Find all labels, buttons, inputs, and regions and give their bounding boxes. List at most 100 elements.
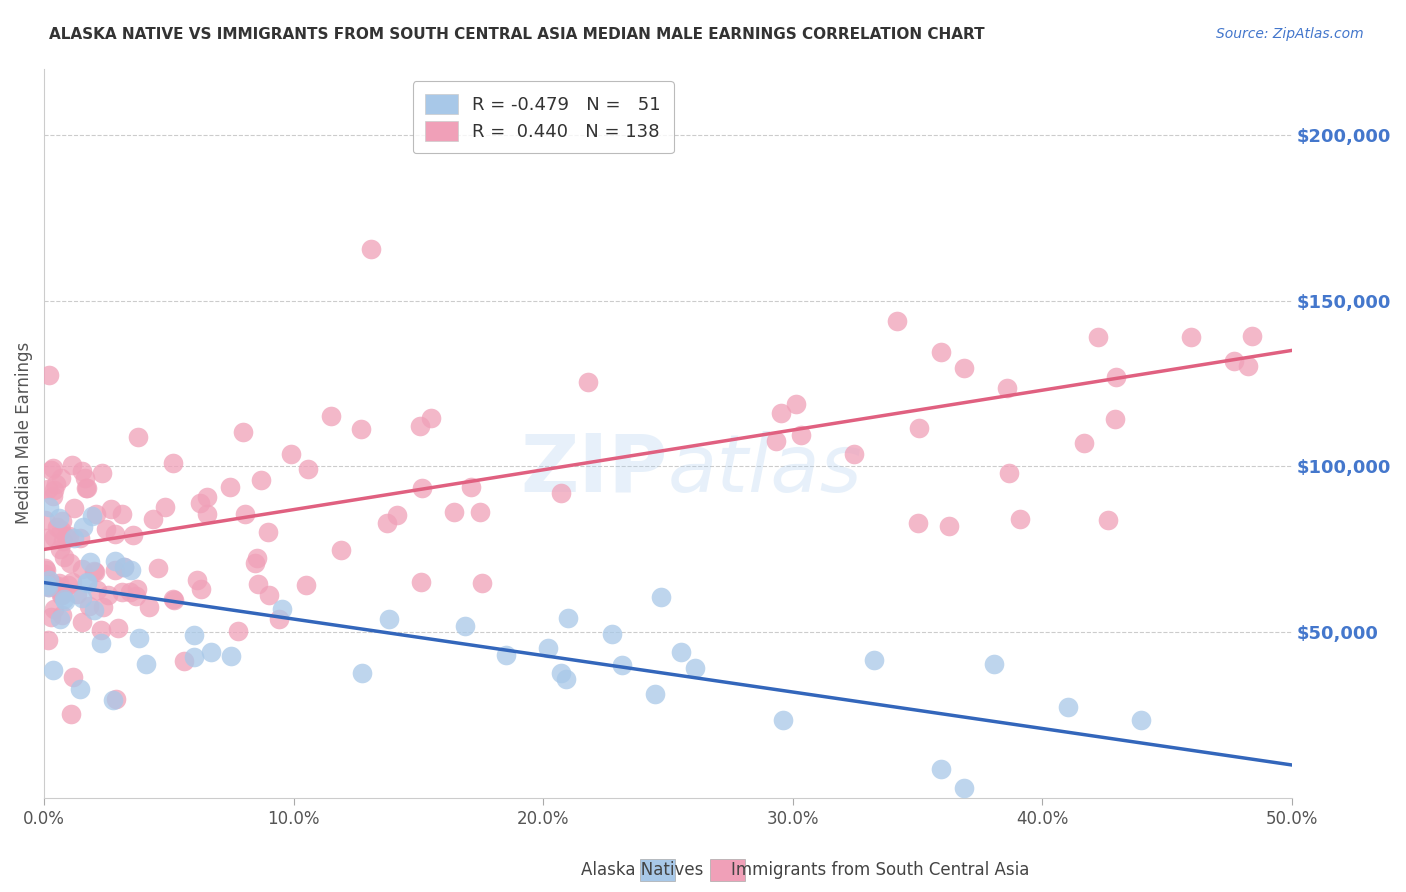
Point [60, 458, 83, 473]
Point [155, 500, 177, 514]
Text: Alaska Natives: Alaska Natives [581, 861, 703, 879]
Point [953, 781, 976, 796]
Point [34, 561, 56, 575]
Point [610, 657, 633, 672]
Text: atlas: atlas [668, 431, 863, 508]
Point [280, 447, 302, 461]
Text: ALASKA NATIVE VS IMMIGRANTS FROM SOUTH CENTRAL ASIA MEDIAN MALE EARNINGS CORRELA: ALASKA NATIVE VS IMMIGRANTS FROM SOUTH C… [49, 27, 984, 42]
Point [59, 707, 82, 722]
Point [59, 556, 82, 570]
Point [409, 419, 432, 434]
Point [1010, 512, 1032, 526]
Point [219, 648, 242, 663]
Point [128, 631, 150, 645]
Point [135, 657, 157, 671]
Point [122, 528, 145, 542]
Point [186, 574, 208, 588]
Point [70, 615, 93, 629]
Point [65, 587, 87, 601]
Point [1237, 359, 1260, 374]
Point [385, 508, 408, 523]
Point [377, 612, 399, 626]
Point [495, 648, 517, 662]
Point [269, 611, 291, 625]
Point [49, 588, 72, 602]
Point [118, 584, 141, 599]
Point [409, 575, 432, 590]
Point [650, 590, 672, 604]
Point [1057, 700, 1080, 714]
Point [297, 462, 319, 476]
Point [70, 562, 93, 576]
Point [162, 591, 184, 606]
Point [86, 583, 108, 598]
Point [48, 511, 70, 525]
Point [76, 575, 98, 590]
Point [173, 654, 195, 668]
Point [863, 653, 886, 667]
Point [53, 594, 76, 608]
Point [49, 541, 72, 556]
Point [685, 661, 707, 675]
Point [454, 619, 477, 633]
Point [39, 610, 62, 624]
Point [246, 550, 269, 565]
Point [41, 461, 63, 475]
Point [107, 621, 129, 635]
Point [163, 593, 186, 607]
Point [77, 599, 100, 613]
Point [183, 650, 205, 665]
Point [38, 574, 60, 588]
Point [46, 579, 69, 593]
Point [471, 575, 494, 590]
Point [460, 480, 482, 494]
Point [35, 531, 58, 545]
Point [91, 599, 114, 614]
Point [38, 368, 60, 382]
Point [295, 577, 318, 591]
Point [69, 532, 91, 546]
Point [550, 666, 572, 681]
Point [190, 582, 212, 596]
Point [76, 576, 98, 591]
Point [42, 530, 65, 544]
Point [44, 483, 66, 498]
Point [1223, 354, 1246, 368]
Point [104, 554, 127, 568]
Text: Immigrants from South Central Asia: Immigrants from South Central Asia [731, 861, 1029, 879]
Legend: R = -0.479   N =   51, R =  0.440   N = 138: R = -0.479 N = 51, R = 0.440 N = 138 [413, 81, 673, 153]
Point [72, 520, 94, 534]
Point [104, 527, 127, 541]
Point [75, 481, 97, 495]
Point [536, 641, 558, 656]
Point [772, 713, 794, 727]
Point [770, 406, 793, 420]
Point [243, 557, 266, 571]
Point [1240, 328, 1263, 343]
Point [76, 481, 98, 495]
Point [886, 314, 908, 328]
Point [375, 516, 398, 531]
Point [51, 607, 73, 622]
Point [907, 516, 929, 530]
Point [38, 580, 60, 594]
Point [938, 519, 960, 533]
Point [183, 628, 205, 642]
Point [49, 523, 72, 537]
Point [42, 489, 65, 503]
Point [555, 672, 578, 686]
Point [34, 513, 56, 527]
Point [200, 645, 222, 659]
Point [97, 589, 120, 603]
Point [83, 564, 105, 578]
Point [37, 482, 59, 496]
Text: ZIP: ZIP [520, 431, 668, 508]
Point [1104, 412, 1126, 426]
Point [51, 588, 73, 602]
Point [42, 577, 65, 591]
Point [62, 575, 84, 590]
Point [51, 514, 73, 528]
Point [983, 657, 1005, 672]
Point [790, 428, 813, 442]
Point [232, 425, 254, 439]
